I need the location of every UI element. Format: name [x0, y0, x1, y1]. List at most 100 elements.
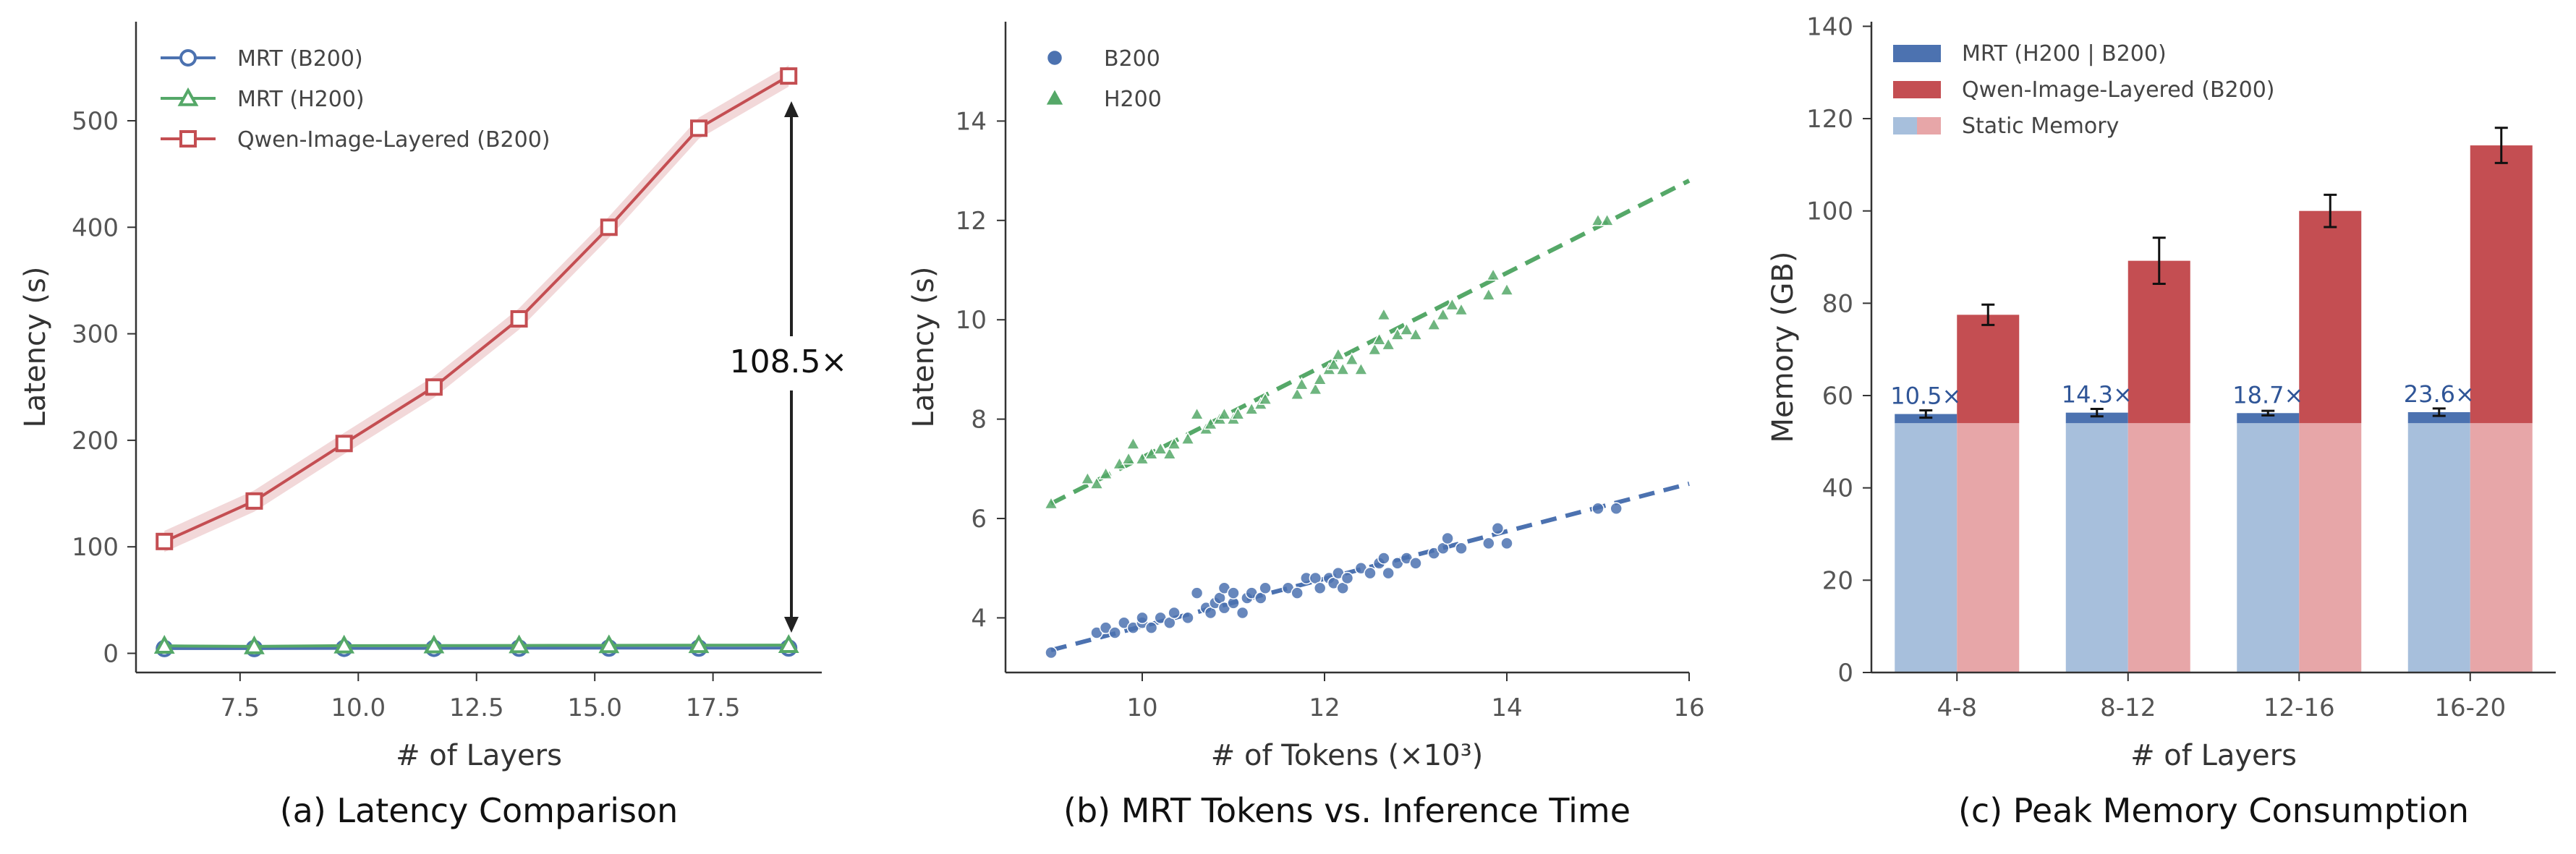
data-point	[510, 309, 528, 328]
scatter-point	[1121, 451, 1136, 465]
mrt-bar	[2065, 412, 2128, 424]
y-tick-label: 140	[1806, 12, 1853, 41]
scatter-point	[1294, 377, 1309, 390]
scatter-point	[1427, 317, 1442, 330]
data-point	[688, 634, 710, 654]
scatter-point	[1290, 386, 1305, 401]
scatter-point	[1162, 446, 1177, 460]
scatter-point	[1335, 362, 1351, 375]
legend-marker	[179, 130, 197, 148]
scatter-point	[1236, 606, 1249, 620]
error-bars	[1919, 127, 2508, 419]
scatter-point	[1313, 581, 1327, 594]
scatter-point	[1080, 471, 1095, 484]
bar-group	[2407, 145, 2533, 672]
y-tick-label: 4	[971, 604, 987, 633]
scatter-point	[1167, 436, 1182, 450]
y-tick-label: 60	[1822, 382, 1853, 411]
scatter-point	[1399, 322, 1414, 336]
y-axis-label: Latency (s)	[19, 267, 52, 428]
x-tick-label: 17.5	[686, 693, 741, 722]
x-ticks: 10 12 14 16	[1126, 672, 1705, 722]
scatter-point	[1330, 346, 1346, 361]
legend-label: Static Memory	[1962, 114, 2119, 139]
bar-group	[2237, 210, 2362, 672]
legend-swatch-static-mrt	[1893, 117, 1917, 134]
scatter-point	[1453, 302, 1469, 316]
y-ticks: 0 20 40 60 80 100 120 140	[1806, 12, 1871, 688]
series-line	[164, 644, 789, 648]
x-tick-label: 4-8	[1937, 693, 1977, 722]
error-bar	[2090, 408, 2104, 418]
legend: B200 H200	[1046, 46, 1162, 112]
mrt-static-bar	[2407, 423, 2470, 672]
error-bar	[2494, 127, 2508, 164]
x-tick-label: 10.0	[331, 693, 386, 722]
scatter-point	[1126, 436, 1141, 450]
y-tick-label: 100	[72, 533, 119, 562]
y-tick-label: 20	[1822, 566, 1853, 595]
scatter-point	[1381, 337, 1396, 351]
y-tick-label: 14	[956, 107, 987, 136]
legend-label: H200	[1104, 87, 1162, 112]
y-tick-label: 0	[1837, 659, 1853, 688]
scatter-point	[1408, 327, 1424, 341]
mrt-static-bar	[2237, 423, 2300, 672]
scatter-point	[1445, 297, 1460, 311]
data-point	[244, 635, 265, 654]
scatter-point	[1441, 531, 1454, 545]
y-tick-label: 400	[72, 213, 119, 242]
data-point	[423, 634, 445, 654]
y-tick-label: 6	[971, 505, 987, 534]
data-point	[778, 634, 799, 653]
x-axis-label: # of Layers	[396, 739, 562, 772]
y-tick-label: 0	[103, 639, 119, 668]
legend-marker	[179, 49, 197, 67]
error-bar	[1919, 409, 1933, 419]
data-point	[156, 532, 174, 550]
scatter-point	[1168, 606, 1181, 620]
ratio-label: 23.6×	[2404, 380, 2475, 408]
series-square	[156, 67, 798, 550]
y-tick-label: 80	[1822, 289, 1853, 318]
panel-c-peak-memory: 10.5× 14.3× 18.7× 23.6× 4-8 8-12 12-16 16-20 0…	[1767, 12, 2556, 830]
x-tick-label: 8-12	[2100, 693, 2156, 722]
scatter-point	[1312, 372, 1327, 385]
error-bar	[1981, 303, 1995, 326]
scatter-point	[1376, 307, 1391, 321]
legend-label: MRT (H200 | B200)	[1962, 41, 2167, 67]
error-bar	[2324, 193, 2337, 229]
data-point	[780, 67, 798, 85]
x-tick-label: 10	[1126, 693, 1157, 722]
scatter-point	[1098, 466, 1113, 479]
legend-label: MRT (H200)	[237, 87, 365, 112]
scatter-point	[1367, 342, 1382, 356]
qwen-static-bar	[2470, 423, 2533, 672]
qwen-bar	[2299, 210, 2362, 424]
panel-a-latency-comparison: 7.5 10.0 12.5 15.0 17.5 0 100 200 300 400 500 108…	[19, 22, 847, 830]
bar-group	[2065, 260, 2190, 672]
y-tick-label: 120	[1806, 105, 1853, 134]
x-tick-label: 7.5	[221, 693, 260, 722]
caption: (c) Peak Memory Consumption	[1958, 791, 2469, 830]
qwen-static-bar	[1957, 423, 2020, 672]
error-bar	[2152, 236, 2166, 286]
mrt-static-bar	[1895, 423, 1957, 672]
scatter-point	[1291, 586, 1304, 599]
scatter-point	[1344, 351, 1359, 365]
data-point	[153, 635, 175, 654]
fit-lines	[1050, 179, 1691, 652]
legend-label: MRT (B200)	[237, 46, 363, 72]
x-ticks: 4-8 8-12 12-16 16-20	[1937, 672, 2506, 722]
scatter-point	[1043, 496, 1059, 510]
scatter-point	[1326, 356, 1341, 370]
y-tick-label: 500	[72, 107, 119, 136]
scatter-point	[1481, 287, 1496, 301]
fit-line-triangle	[1050, 179, 1691, 506]
y-ticks: 0 100 200 300 400 500	[72, 107, 136, 668]
scatter-point	[1153, 441, 1168, 455]
x-tick-label: 16	[1673, 693, 1704, 722]
speedup-label: 108.5×	[730, 343, 848, 380]
scatter-point	[1258, 391, 1273, 405]
